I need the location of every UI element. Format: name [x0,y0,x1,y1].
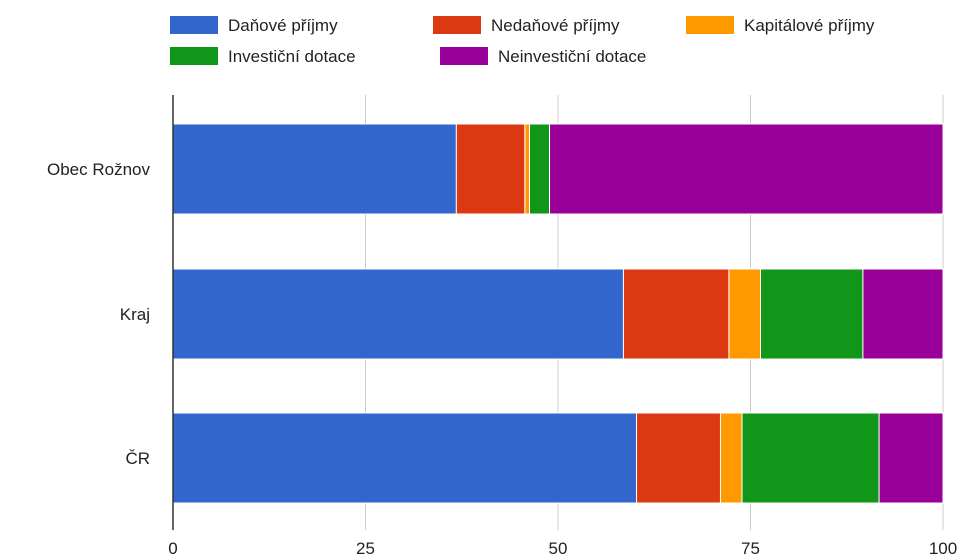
legend-swatch-3 [170,47,218,65]
category-label-1: Kraj [120,305,150,324]
category-label-2: ČR [125,449,150,468]
bar-0-series-3 [529,123,551,215]
legend-label-1: Nedaňové příjmy [491,16,620,35]
bar-2-series-2 [719,412,743,504]
legend-swatch-1 [433,16,481,34]
bar-2-series-1 [636,412,721,504]
bar-2-series-3 [741,412,880,504]
x-tick-label-0: 0 [168,539,177,558]
legend-swatch-2 [686,16,734,34]
legend-label-4: Neinvestiční dotace [498,47,646,66]
bar-0-series-4 [549,123,944,215]
bar-1-series-2 [728,268,762,360]
x-tick-label-2: 50 [549,539,568,558]
bar-0-series-2 [524,123,531,215]
bars [172,123,944,504]
bar-1-series-0 [172,268,624,360]
bar-1-series-1 [622,268,730,360]
bar-1-series-3 [760,268,864,360]
bar-2-series-4 [878,412,944,504]
bar-0-series-1 [455,123,526,215]
bar-0-series-0 [172,123,457,215]
legend-label-0: Daňové příjmy [228,16,338,35]
legend: Daňové příjmy Nedaňové příjmy Kapitálové p… [170,16,875,66]
category-label-0: Obec Rožnov [47,160,150,179]
x-tick-label-1: 25 [356,539,375,558]
bar-2-series-0 [172,412,638,504]
x-tick-label-4: 100 [929,539,957,558]
legend-swatch-4 [440,47,488,65]
category-labels: Obec Rožnov Kraj ČR [47,160,150,468]
legend-label-3: Investiční dotace [228,47,356,66]
x-tick-label-3: 75 [741,539,760,558]
x-tick-labels: 0 25 50 75 100 [168,539,957,558]
bar-1-series-4 [862,268,944,360]
legend-swatch-0 [170,16,218,34]
legend-label-2: Kapitálové příjmy [744,16,875,35]
